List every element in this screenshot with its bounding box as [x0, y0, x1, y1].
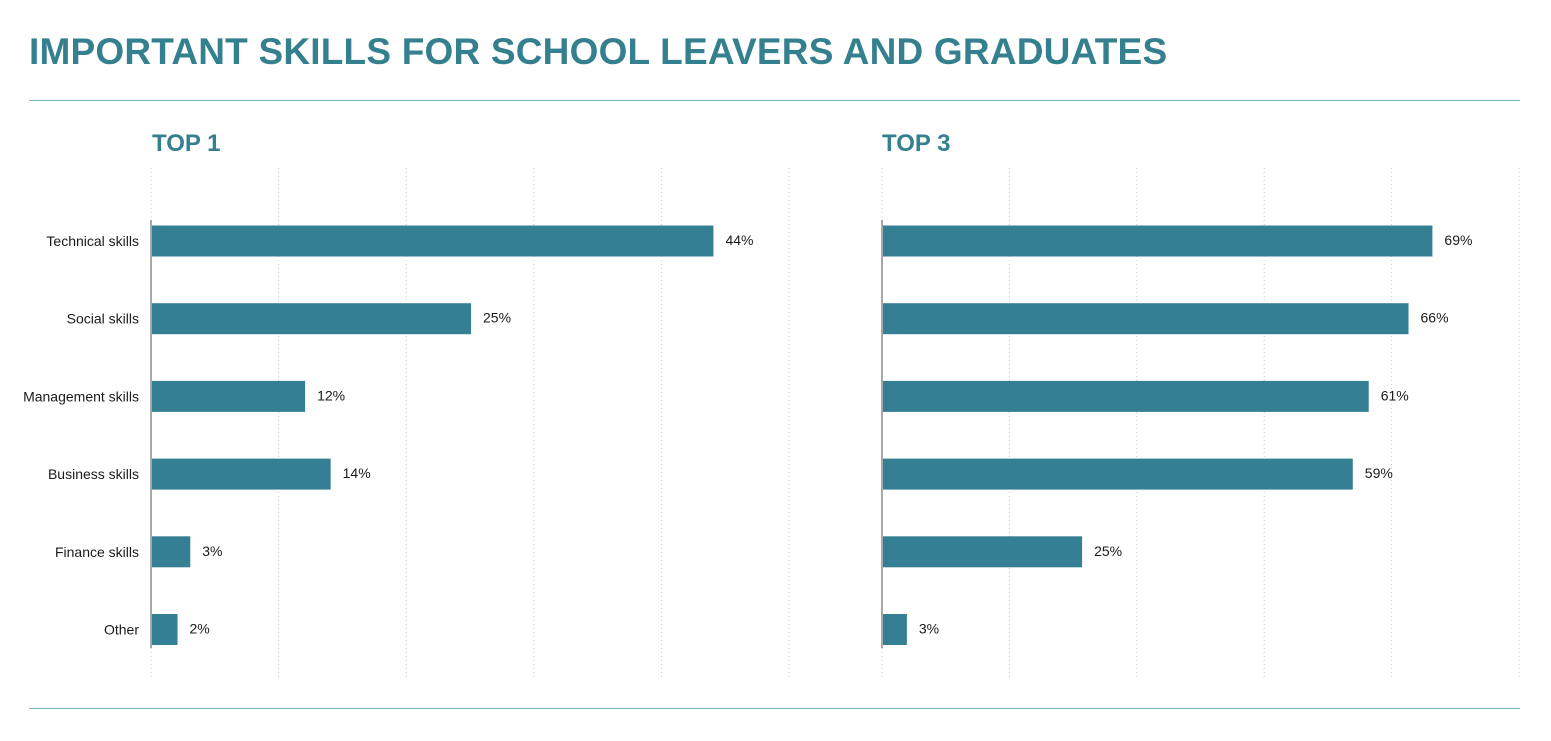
value-label-top3-other: 3%: [919, 621, 939, 637]
bar-top1-management-skills: [152, 380, 306, 412]
page-title: IMPORTANT SKILLS FOR SCHOOL LEAVERS AND …: [29, 31, 1168, 72]
chart-title-top3: TOP 3: [882, 130, 951, 157]
category-label-business-skills: Business skills: [48, 466, 139, 482]
value-label-top1-social-skills: 25%: [483, 310, 511, 326]
value-label-top3-business-skills: 59%: [1365, 465, 1393, 481]
bar-top1-social-skills: [152, 303, 471, 335]
value-label-top1-other: 2%: [190, 621, 210, 637]
value-label-top1-management-skills: 12%: [317, 387, 345, 403]
value-label-top1-finance-skills: 3%: [202, 543, 222, 559]
category-label-other: Other: [104, 622, 139, 638]
top-divider: [29, 100, 1520, 101]
chart-top3: TOP 3 69% 66% 61% 59% 25% 3%: [800, 120, 1540, 690]
value-label-top3-social-skills: 66%: [1421, 310, 1449, 326]
bar-top3-business-skills: [883, 458, 1353, 490]
bar-top1-business-skills: [152, 458, 331, 490]
bar-top3-technical-skills: [883, 225, 1433, 257]
bar-top3-finance-skills: [883, 536, 1083, 568]
value-label-top1-technical-skills: 44%: [725, 232, 753, 248]
bar-top1-finance-skills: [152, 536, 191, 568]
chart-top1: TOP 1 44% Technical skills 25% Social skill…: [0, 120, 800, 690]
chart-top1-svg: 44% Technical skills 25% Social skills 12% Ma…: [23, 168, 790, 680]
chart-title-top1: TOP 1: [152, 130, 221, 157]
bar-top3-social-skills: [883, 303, 1409, 335]
bar-top1-technical-skills: [152, 225, 714, 257]
category-label-social-skills: Social skills: [67, 311, 139, 327]
value-label-top3-finance-skills: 25%: [1094, 543, 1122, 559]
chart-top3-svg: 69% 66% 61% 59% 25% 3%: [881, 168, 1520, 680]
value-label-top1-business-skills: 14%: [343, 465, 371, 481]
bar-top3-other: [883, 614, 907, 645]
bar-top3-management-skills: [883, 380, 1369, 412]
category-label-technical-skills: Technical skills: [46, 233, 139, 249]
bar-top1-other: [152, 614, 178, 645]
value-label-top3-technical-skills: 69%: [1444, 232, 1472, 248]
category-label-management-skills: Management skills: [23, 388, 139, 404]
value-label-top3-management-skills: 61%: [1381, 387, 1409, 403]
category-label-finance-skills: Finance skills: [55, 544, 139, 560]
bottom-divider: [29, 708, 1520, 709]
